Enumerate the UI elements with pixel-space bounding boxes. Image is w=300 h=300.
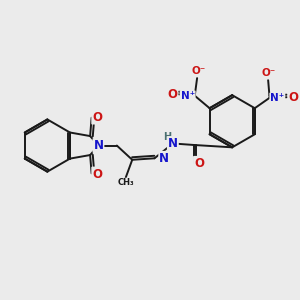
Text: O: O: [194, 157, 204, 170]
Text: O: O: [92, 111, 102, 124]
Text: H: H: [164, 132, 172, 142]
Text: N⁺: N⁺: [181, 91, 195, 101]
Text: N⁺: N⁺: [270, 93, 284, 103]
Text: N: N: [159, 152, 169, 165]
Text: O: O: [167, 88, 178, 101]
Text: O: O: [92, 167, 102, 181]
Text: O: O: [288, 91, 298, 104]
Text: O⁻: O⁻: [261, 68, 275, 79]
Text: N: N: [93, 139, 103, 152]
Text: CH₃: CH₃: [117, 178, 134, 188]
Text: N: N: [168, 137, 178, 150]
Text: O⁻: O⁻: [191, 66, 206, 76]
